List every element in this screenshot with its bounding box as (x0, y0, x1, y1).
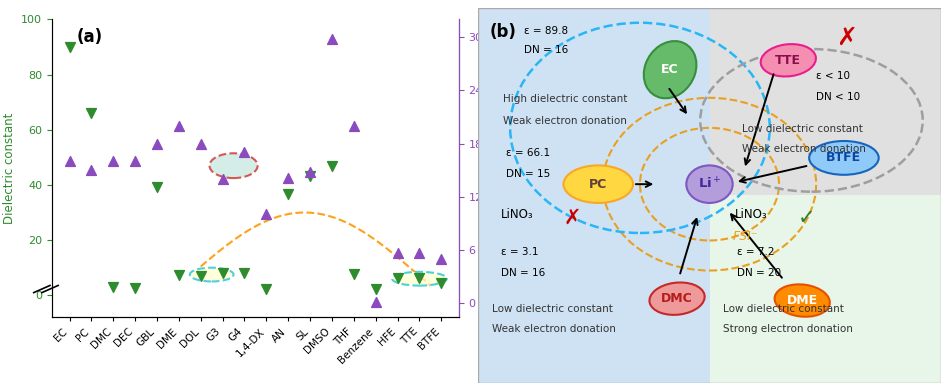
Bar (710, 8, 941, 195)
Point (259, 211, 274, 217)
Point (346, 123, 361, 129)
Text: DN = 16: DN = 16 (524, 45, 569, 55)
Ellipse shape (809, 141, 879, 175)
Point (346, 271, 361, 277)
Ellipse shape (392, 272, 447, 286)
Circle shape (687, 165, 732, 203)
Bar (710, 195, 941, 383)
Text: (a): (a) (77, 28, 102, 46)
Point (281, 175, 296, 181)
Point (193, 140, 208, 147)
Ellipse shape (564, 165, 633, 203)
Ellipse shape (209, 153, 257, 178)
Text: Weak electron donation: Weak electron donation (492, 324, 616, 334)
Point (412, 275, 427, 281)
Point (236, 149, 252, 156)
Text: FSI⁻: FSI⁻ (732, 231, 758, 243)
Ellipse shape (644, 41, 696, 98)
Y-axis label: Dielectric constant: Dielectric constant (3, 113, 16, 224)
Text: ε = 3.1: ε = 3.1 (501, 248, 538, 257)
Text: High dielectric constant: High dielectric constant (503, 94, 627, 104)
Point (434, 280, 449, 286)
Text: TTE: TTE (776, 54, 801, 67)
Text: DN = 20: DN = 20 (737, 268, 781, 278)
Point (303, 169, 318, 175)
Point (368, 299, 383, 305)
Text: ε = 7.2: ε = 7.2 (737, 248, 775, 257)
Point (106, 284, 121, 290)
Text: Weak electron donation: Weak electron donation (503, 116, 627, 126)
Point (324, 163, 340, 170)
Text: ✗: ✗ (835, 26, 857, 50)
Text: PC: PC (589, 178, 607, 191)
Text: Low dielectric constant: Low dielectric constant (492, 304, 612, 314)
Point (61, 158, 77, 164)
Point (368, 286, 383, 292)
Point (128, 284, 143, 291)
Point (434, 256, 449, 262)
Text: DMC: DMC (661, 292, 692, 305)
Text: ε < 10: ε < 10 (816, 71, 850, 81)
Point (281, 191, 296, 197)
Ellipse shape (650, 283, 705, 315)
Ellipse shape (775, 284, 830, 317)
Point (171, 272, 186, 279)
Text: BTFE: BTFE (827, 151, 862, 164)
Point (128, 158, 143, 164)
Point (259, 286, 274, 292)
Ellipse shape (761, 44, 815, 77)
Text: LiNO₃: LiNO₃ (501, 208, 534, 221)
Point (84, 110, 99, 116)
Text: Weak electron donation: Weak electron donation (742, 144, 866, 154)
Text: DN < 10: DN < 10 (816, 92, 860, 102)
Point (193, 272, 208, 279)
Text: EC: EC (661, 63, 679, 76)
Text: (b): (b) (489, 23, 517, 41)
Point (61, 45, 77, 51)
Text: ε = 66.1: ε = 66.1 (505, 148, 550, 158)
Text: DME: DME (787, 294, 817, 307)
Text: ✓: ✓ (797, 208, 815, 228)
Point (303, 173, 318, 179)
Point (215, 271, 230, 277)
Point (106, 158, 121, 164)
Text: Low dielectric constant: Low dielectric constant (742, 123, 863, 134)
Text: Low dielectric constant: Low dielectric constant (724, 304, 844, 314)
Ellipse shape (190, 268, 234, 281)
Point (324, 36, 340, 42)
Y-axis label: Donor number: Donor number (489, 125, 502, 211)
Point (390, 274, 405, 281)
Point (236, 271, 252, 277)
Point (84, 167, 99, 173)
Point (171, 123, 186, 129)
Point (215, 176, 230, 182)
Text: DN = 15: DN = 15 (505, 169, 550, 179)
Text: ε = 89.8: ε = 89.8 (524, 26, 569, 36)
Text: LiNO₃: LiNO₃ (735, 208, 767, 221)
Text: ✗: ✗ (564, 208, 581, 228)
Text: Li$^+$: Li$^+$ (697, 176, 722, 192)
Point (149, 184, 165, 190)
Point (412, 250, 427, 256)
Point (390, 250, 405, 256)
Point (149, 140, 165, 147)
Text: DN = 16: DN = 16 (501, 268, 545, 278)
Text: Strong electron donation: Strong electron donation (724, 324, 853, 334)
